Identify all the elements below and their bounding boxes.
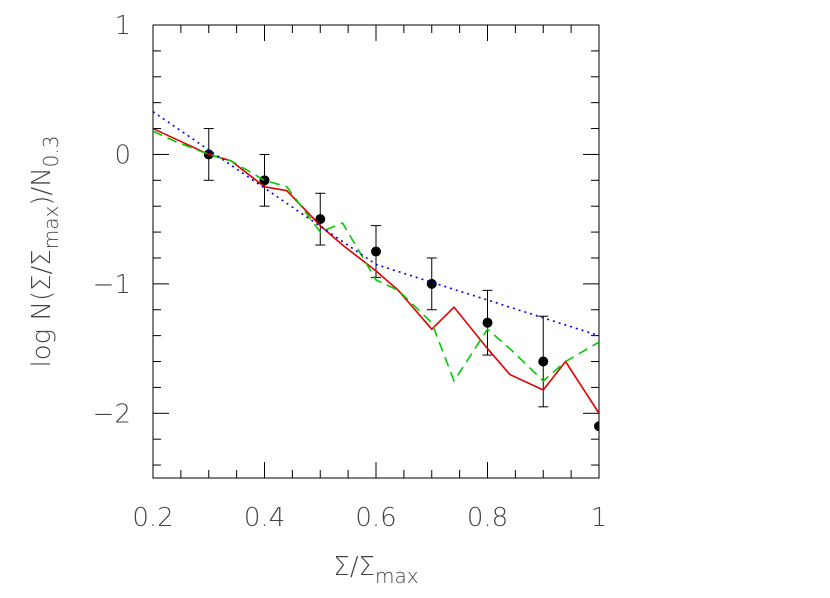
- data-point: [259, 175, 270, 186]
- x-tick-label: 1: [591, 503, 608, 533]
- y-tick-label: 1: [114, 11, 131, 41]
- x-tick-label: 0.4: [244, 503, 285, 533]
- x-tick-label: 0.8: [467, 503, 508, 533]
- y-tick-label: −1: [93, 270, 131, 300]
- data-point: [315, 214, 326, 225]
- y-axis-label-part: max: [39, 206, 63, 250]
- y-axis-label-part: 0.3: [39, 136, 63, 168]
- x-axis-label-part: Σ/Σ: [333, 552, 375, 582]
- plot-area: [153, 111, 599, 478]
- data-point: [594, 421, 599, 432]
- y-axis-label: log N(Σ/Σmax)/N0.3: [27, 136, 63, 368]
- data-point: [538, 356, 549, 367]
- data-point: [426, 278, 437, 289]
- y-tick-label: −2: [93, 399, 131, 429]
- x-axis-label-part: max: [375, 564, 419, 588]
- model-line: [153, 111, 599, 337]
- y-axis-label-part: log N(Σ/Σ: [27, 249, 57, 367]
- data-point: [482, 317, 493, 328]
- y-tick-label: 0: [114, 140, 131, 170]
- x-tick-label: 0.2: [132, 503, 173, 533]
- y-axis-label-part: )/N: [27, 167, 57, 205]
- model-line: [153, 130, 599, 383]
- data-point: [371, 246, 381, 257]
- model-line: [153, 127, 599, 414]
- x-tick-label: 0.6: [355, 503, 396, 533]
- x-axis-label: Σ/Σmax: [333, 552, 418, 588]
